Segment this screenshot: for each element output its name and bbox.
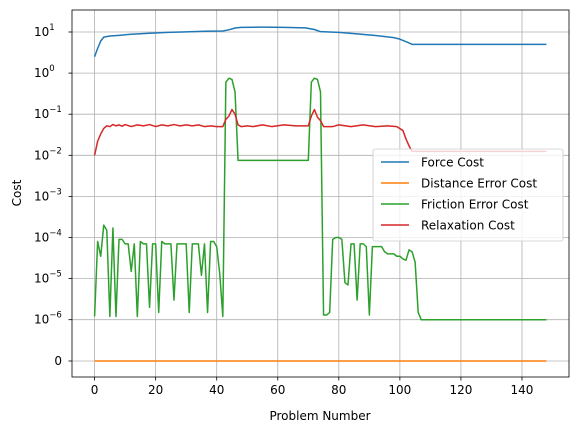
x-tick-label: 120 <box>449 383 472 397</box>
y-tick-label: 10−6 <box>34 311 62 327</box>
y-tick-label: 10−5 <box>34 270 62 286</box>
x-axis-title: Problem Number <box>269 409 370 423</box>
legend-box <box>372 148 564 242</box>
y-tick-label: 0 <box>54 354 62 368</box>
x-tick-label: 0 <box>91 383 99 397</box>
y-tick-label: 101 <box>34 23 55 39</box>
x-tick-label: 140 <box>511 383 534 397</box>
legend: Force Cost Distance Error Cost Friction Er… <box>372 148 564 242</box>
legend-label: Relaxation Cost <box>421 219 515 233</box>
axis-ticks: 0 20 40 60 80 100 120 140 101 100 10−1 10−2 10−3 10−4… <box>34 23 533 397</box>
x-tick-label: 60 <box>270 383 285 397</box>
y-tick-label: 10−3 <box>34 187 62 203</box>
legend-label: Distance Error Cost <box>421 177 537 191</box>
y-tick-label: 10−1 <box>34 105 62 121</box>
y-tick-label: 10−2 <box>34 146 62 162</box>
plot-frame <box>71 9 570 378</box>
series-group <box>93 26 547 362</box>
y-tick-label: 10−4 <box>34 229 62 245</box>
legend-label: Force Cost <box>421 156 484 170</box>
y-tick-label: 100 <box>34 64 55 80</box>
x-tick-label: 20 <box>148 383 163 397</box>
y-axis-title: Cost <box>10 179 24 206</box>
series-line-force-cost <box>93 26 547 57</box>
series-line-friction-error-cost <box>93 77 547 321</box>
series-line-relaxation-cost <box>93 108 547 156</box>
x-tick-label: 40 <box>209 383 224 397</box>
x-tick-label: 100 <box>388 383 411 397</box>
x-tick-label: 80 <box>331 383 346 397</box>
legend-label: Friction Error Cost <box>421 198 529 212</box>
